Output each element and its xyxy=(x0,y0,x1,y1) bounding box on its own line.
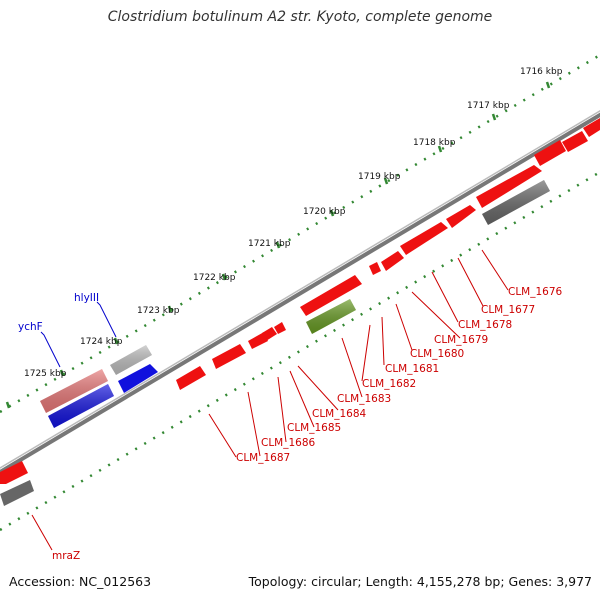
gene-label-mraZ: mraZ xyxy=(52,550,80,562)
feature-blue-1[interactable] xyxy=(48,384,114,428)
feature-ychF[interactable] xyxy=(40,369,108,413)
feature-upper-right-3[interactable] xyxy=(583,118,600,137)
gene-label-hlyIII: hlyIII xyxy=(74,292,99,304)
feature-unlabeled-red[interactable] xyxy=(176,366,206,390)
gene-label-CLM_1685: CLM_1685 xyxy=(287,422,341,434)
feature-upper-left-partial[interactable] xyxy=(0,461,28,484)
feature-CLM_1682[interactable] xyxy=(300,275,362,316)
feature-hlyIII[interactable] xyxy=(110,345,152,375)
ruler-label-1722: 1722 kbp xyxy=(193,273,236,283)
feature-lower-left-gray[interactable] xyxy=(0,480,34,506)
feature-CLM_1681[interactable] xyxy=(369,262,381,275)
gene-label-CLM_1682: CLM_1682 xyxy=(362,378,416,390)
ruler-label-1725: 1725 kbp xyxy=(24,369,67,379)
ruler-label-1721: 1721 kbp xyxy=(248,239,291,249)
ruler-ticks xyxy=(5,81,551,409)
feature-blue-2[interactable] xyxy=(118,364,158,393)
feature-CLM_1686[interactable] xyxy=(248,332,268,349)
accession-text: Accession: NC_012563 xyxy=(9,574,152,589)
feature-upper-right-1[interactable] xyxy=(534,140,566,166)
gene-label-CLM_1684: CLM_1684 xyxy=(312,408,367,420)
genome-backbone xyxy=(0,112,600,475)
feature-upper-right-2[interactable] xyxy=(562,131,588,152)
gene-label-CLM_1687: CLM_1687 xyxy=(236,452,290,464)
gene-label-ychF: ychF xyxy=(18,321,43,333)
feature-CLM_1684[interactable] xyxy=(274,322,286,334)
ruler-label-1716: 1716 kbp xyxy=(520,67,563,77)
gene-label-CLM_1686: CLM_1686 xyxy=(261,437,316,449)
feature-CLM_1679[interactable] xyxy=(400,222,448,255)
ruler-label-1717: 1717 kbp xyxy=(467,101,510,111)
gene-label-CLM_1683: CLM_1683 xyxy=(337,393,391,405)
genome-backbone-highlight xyxy=(0,110,600,469)
leader-lines xyxy=(31,249,509,551)
feature-CLM_1680[interactable] xyxy=(381,251,404,271)
feature-CLM_1677[interactable] xyxy=(476,165,542,208)
ruler-label-1724: 1724 kbp xyxy=(80,337,123,347)
gene-label-CLM_1681: CLM_1681 xyxy=(385,363,439,375)
feature-CLM_1683[interactable] xyxy=(306,299,356,334)
ruler-label-1723: 1723 kbp xyxy=(137,306,180,316)
ruler-label-1720: 1720 kbp xyxy=(303,207,346,217)
genome-summary-text: Topology: circular; Length: 4,155,278 bp… xyxy=(248,574,592,589)
inner-ruler xyxy=(0,170,600,532)
feature-CLM_1678[interactable] xyxy=(446,205,476,228)
gene-label-CLM_1679: CLM_1679 xyxy=(434,334,488,346)
gene-label-CLM_1677: CLM_1677 xyxy=(481,304,535,316)
outer-ruler xyxy=(0,53,600,414)
feature-CLM_1676[interactable] xyxy=(482,180,550,225)
ruler-label-1719: 1719 kbp xyxy=(358,172,401,182)
map-title: Clostridium botulinum A2 str. Kyoto, com… xyxy=(107,9,493,25)
ruler-label-1718: 1718 kbp xyxy=(413,138,456,148)
gene-label-CLM_1676: CLM_1676 xyxy=(508,286,563,298)
gene-label-CLM_1680: CLM_1680 xyxy=(410,348,464,360)
feature-CLM_1687[interactable] xyxy=(212,344,246,369)
gene-label-CLM_1678: CLM_1678 xyxy=(458,319,512,331)
